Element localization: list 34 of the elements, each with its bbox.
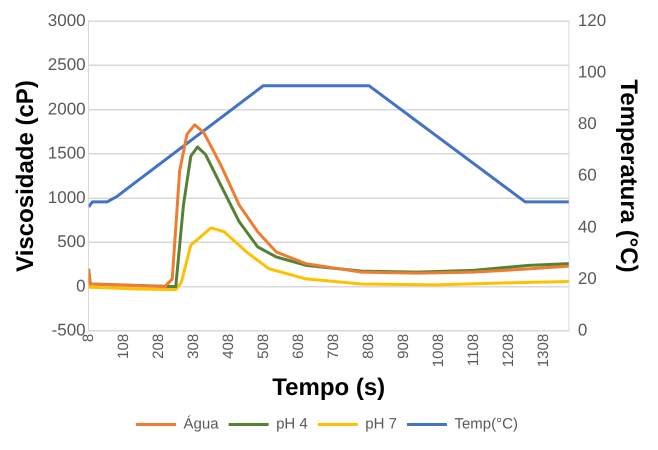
x-tick-label: 1308 — [534, 334, 552, 368]
y-tick-label: 2500 — [48, 55, 86, 74]
y2-tick-label: 100 — [578, 62, 606, 82]
y2-tick-label: 80 — [578, 114, 597, 134]
legend-label: pH 7 — [365, 416, 397, 433]
x-axis-title: Tempo (s) — [272, 374, 386, 402]
legend-label: pH 4 — [276, 416, 308, 433]
x-tick-label: 708 — [324, 334, 342, 359]
x-tick-label: 608 — [290, 334, 307, 359]
x-tick-label: 908 — [394, 334, 412, 359]
y2-tick-label: 60 — [578, 166, 597, 185]
y-tick-label: 3000 — [48, 10, 86, 30]
y-tick-label: 1000 — [48, 188, 86, 207]
x-tick-label: 108 — [114, 334, 132, 359]
legend-label: Temp(°C) — [454, 416, 518, 433]
y2-tick-label: 20 — [578, 268, 597, 288]
y2-axis-title: Temperatura (°C) — [614, 79, 642, 273]
y-axis-title: Viscosidade (cP) — [12, 80, 40, 272]
x-tick-label: 408 — [220, 334, 237, 359]
x-tick-label: 208 — [150, 334, 167, 359]
y-tick-label: 2000 — [48, 99, 86, 118]
y2-tick-label: 120 — [578, 10, 606, 30]
x-tick-label: 508 — [254, 334, 272, 359]
y2-tick-label: 40 — [578, 217, 597, 236]
x-tick-label: 308 — [184, 334, 202, 359]
y-tick-label: 1500 — [48, 144, 86, 163]
x-tick-label: 1108 — [464, 334, 482, 366]
x-tick-label: 808 — [360, 334, 377, 359]
x-tick-label: 1208 — [500, 334, 517, 368]
legend-label: Água — [184, 414, 220, 433]
y-tick-label: 0 — [76, 276, 86, 296]
x-tick-label: 1008 — [430, 334, 447, 368]
y2-tick-label: 0 — [578, 320, 588, 340]
y-tick-label: 500 — [57, 232, 86, 252]
